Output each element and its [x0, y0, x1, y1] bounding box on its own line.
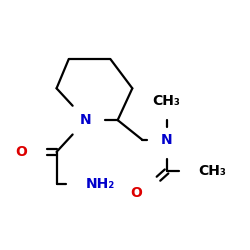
Text: N: N — [80, 113, 92, 127]
Text: CH₃: CH₃ — [198, 164, 226, 178]
Text: CH₃: CH₃ — [152, 94, 180, 108]
Text: N: N — [161, 133, 172, 147]
Text: NH₂: NH₂ — [86, 177, 115, 191]
Text: O: O — [130, 186, 142, 200]
Text: O: O — [15, 145, 27, 159]
